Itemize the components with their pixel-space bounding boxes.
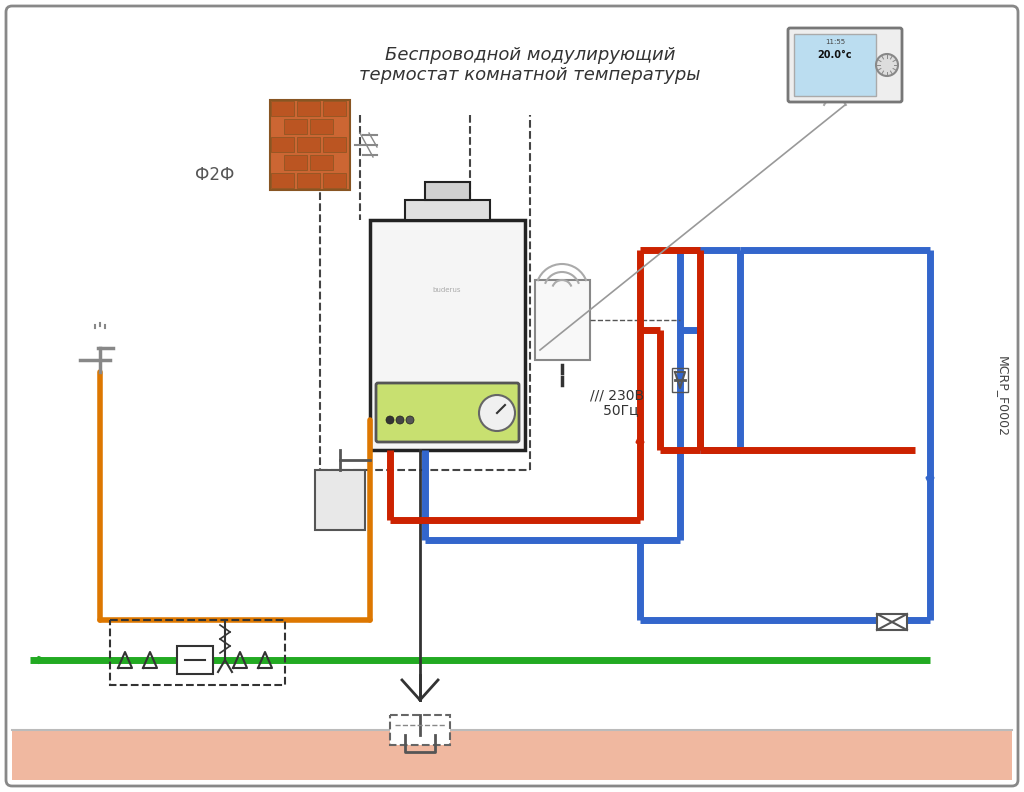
Circle shape: [876, 54, 898, 76]
Bar: [323, 173, 346, 188]
Circle shape: [479, 395, 515, 431]
Bar: [406, 200, 490, 220]
Bar: [310, 119, 333, 134]
Text: 20.0°c: 20.0°c: [818, 50, 852, 60]
Bar: [110, 620, 285, 685]
Bar: [323, 137, 346, 152]
Bar: [535, 280, 590, 360]
Bar: [271, 137, 294, 152]
Bar: [271, 173, 294, 188]
Text: buderus: buderus: [433, 287, 461, 293]
Text: Беспроводной модулирующий: Беспроводной модулирующий: [385, 46, 675, 64]
Circle shape: [396, 416, 404, 424]
Circle shape: [406, 416, 414, 424]
Bar: [794, 34, 876, 96]
Bar: [390, 715, 450, 745]
FancyBboxPatch shape: [376, 383, 519, 442]
Bar: [323, 101, 346, 116]
Bar: [284, 155, 307, 170]
Bar: [297, 137, 321, 152]
Text: 50Гц: 50Гц: [590, 403, 638, 417]
Bar: [177, 646, 213, 674]
Bar: [310, 155, 333, 170]
Text: MCRP_F0002: MCRP_F0002: [995, 356, 1009, 436]
Bar: [425, 182, 470, 200]
FancyBboxPatch shape: [6, 6, 1018, 786]
Bar: [12, 730, 1012, 780]
Text: термостат комнатной температуры: термостат комнатной температуры: [359, 66, 700, 84]
FancyBboxPatch shape: [788, 28, 902, 102]
Bar: [284, 119, 307, 134]
Bar: [877, 614, 907, 630]
Bar: [672, 368, 688, 392]
Text: 11:55: 11:55: [825, 39, 845, 45]
Circle shape: [386, 416, 394, 424]
Text: Ф2Ф: Ф2Ф: [196, 166, 234, 184]
Text: /// 230В: /// 230В: [590, 388, 644, 402]
Bar: [270, 100, 350, 190]
Bar: [297, 101, 321, 116]
Bar: [370, 220, 525, 450]
Bar: [271, 101, 294, 116]
Bar: [315, 470, 365, 530]
Bar: [297, 173, 321, 188]
